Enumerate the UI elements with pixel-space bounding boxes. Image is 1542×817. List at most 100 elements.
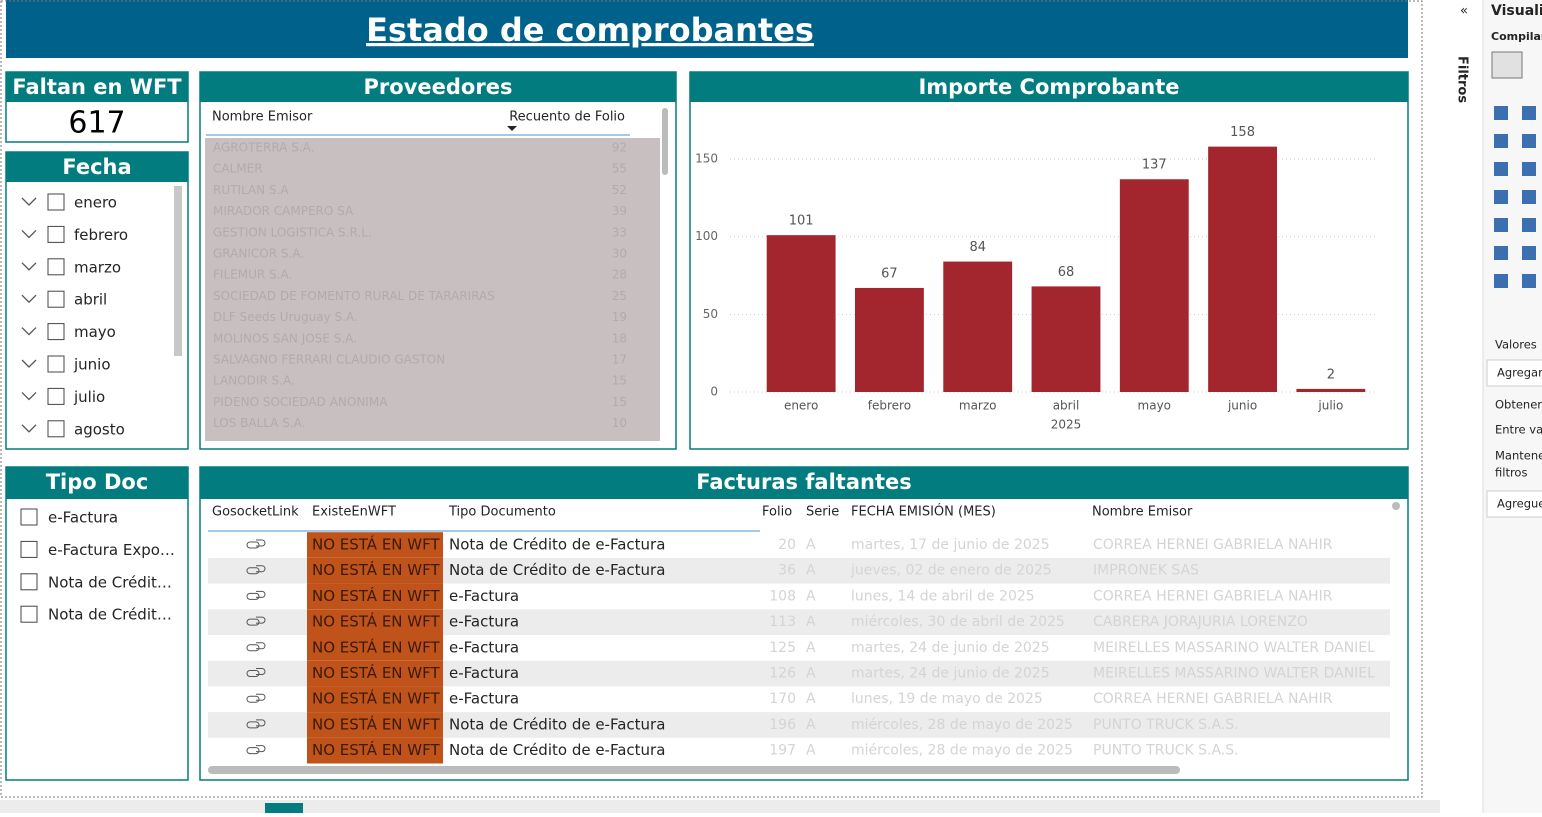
- build-icon[interactable]: [1491, 51, 1523, 79]
- bar[interactable]: [1119, 179, 1189, 392]
- cell[interactable]: AGROTERRA S.A.: [213, 141, 314, 155]
- chevron[interactable]: [21, 424, 37, 433]
- cell[interactable]: 52: [612, 183, 627, 197]
- cell[interactable]: 28: [612, 268, 627, 282]
- cell[interactable]: DLF Seeds Uruguay S.A.: [213, 310, 358, 324]
- bar[interactable]: [1296, 388, 1366, 392]
- panel-tab[interactable]: Compilar: [1491, 30, 1542, 43]
- cell[interactable]: RUTILAN S.A: [213, 183, 289, 197]
- chevron[interactable]: [21, 197, 37, 206]
- cell: NO ESTÁ EN WFT: [312, 689, 440, 708]
- chevron[interactable]: [21, 359, 37, 368]
- cell[interactable]: GESTION LOGISTICA S.R.L.: [213, 225, 372, 239]
- cell[interactable]: MOLINOS SAN JOSE S.A.: [213, 331, 357, 345]
- slicer-item[interactable]: Nota de Crédit…: [48, 606, 172, 624]
- chevron[interactable]: [21, 229, 37, 239]
- scrollbar[interactable]: [208, 766, 1180, 774]
- cell[interactable]: 19: [612, 310, 627, 324]
- slicer-item[interactable]: abril: [74, 291, 107, 309]
- cell[interactable]: FILEMUR S.A.: [213, 268, 292, 282]
- cell[interactable]: SOCIEDAD DE FOMENTO RURAL DE TARARIRAS: [213, 289, 495, 303]
- cell[interactable]: CALMER: [213, 162, 263, 176]
- cell[interactable]: 18: [612, 331, 627, 345]
- column-header[interactable]: ExisteEnWFT: [312, 505, 396, 520]
- cell[interactable]: SALVAGNO FERRARI CLAUDIO GASTON: [213, 353, 445, 367]
- field-well[interactable]: [1486, 490, 1542, 518]
- bar[interactable]: [943, 261, 1013, 392]
- slicer-item[interactable]: junio: [73, 356, 111, 374]
- slicer-title: Fecha: [62, 155, 131, 179]
- column-header[interactable]: GosocketLink: [212, 505, 299, 520]
- cell: A: [806, 666, 816, 682]
- slicer-item[interactable]: enero: [74, 194, 117, 212]
- checkbox[interactable]: [47, 290, 65, 308]
- status-cell: [307, 532, 443, 558]
- slicer-item[interactable]: febrero: [74, 226, 128, 244]
- checkbox[interactable]: [47, 387, 65, 405]
- slicer-item[interactable]: e-Factura: [48, 509, 118, 527]
- cell[interactable]: 17: [612, 353, 627, 367]
- checkbox[interactable]: [47, 420, 65, 438]
- checkbox[interactable]: [47, 225, 65, 243]
- checkbox[interactable]: [20, 540, 38, 558]
- slicer-item[interactable]: marzo: [74, 258, 121, 276]
- checkbox[interactable]: [47, 193, 65, 211]
- column-header[interactable]: Recuento de Folio: [509, 110, 625, 125]
- column-header[interactable]: FECHA EMISIÓN (MES): [851, 504, 996, 520]
- cell[interactable]: MIRADOR CAMPERO SA: [213, 204, 354, 218]
- cell[interactable]: GRANICOR S.A.: [213, 247, 304, 261]
- chevron[interactable]: [21, 262, 37, 271]
- column-header[interactable]: Tipo Documento: [448, 505, 556, 520]
- cell[interactable]: 30: [612, 247, 627, 261]
- checkbox[interactable]: [20, 508, 38, 526]
- link-icon[interactable]: [246, 565, 266, 575]
- bar[interactable]: [766, 235, 836, 392]
- cell[interactable]: 10: [612, 416, 627, 430]
- cell[interactable]: 55: [612, 162, 627, 176]
- bar[interactable]: [1031, 286, 1101, 392]
- checkbox[interactable]: [47, 258, 65, 276]
- cell[interactable]: 39: [612, 204, 627, 218]
- link-icon[interactable]: [246, 693, 266, 703]
- cell[interactable]: 92: [612, 141, 627, 155]
- column-header[interactable]: Nombre Emisor: [212, 110, 313, 125]
- cell[interactable]: 15: [612, 395, 627, 409]
- link-icon[interactable]: [246, 745, 266, 755]
- link-icon[interactable]: [246, 616, 266, 626]
- chevron[interactable]: [21, 294, 37, 304]
- cell[interactable]: PIDENO SOCIEDAD ANONIMA: [213, 395, 388, 409]
- slicer-item[interactable]: julio: [73, 388, 105, 406]
- field-well[interactable]: [1486, 359, 1542, 387]
- checkbox[interactable]: [47, 355, 65, 373]
- slicer-item[interactable]: agosto: [74, 420, 125, 438]
- cell[interactable]: 33: [612, 225, 627, 239]
- filters-tab[interactable]: Filtros: [1455, 56, 1470, 103]
- chevron[interactable]: [21, 327, 37, 336]
- link-icon[interactable]: [246, 719, 266, 729]
- column-header[interactable]: Folio: [762, 505, 792, 520]
- cell[interactable]: LOS BALLA S.A.: [213, 416, 306, 430]
- bar[interactable]: [854, 287, 924, 392]
- bar[interactable]: [1208, 146, 1278, 392]
- slicer-item[interactable]: Nota de Crédit…: [48, 573, 172, 591]
- active-tab[interactable]: [265, 803, 303, 813]
- column-header[interactable]: Serie: [806, 505, 839, 520]
- link-icon[interactable]: [246, 539, 266, 549]
- slicer-item[interactable]: e-Factura Expo…: [48, 541, 175, 559]
- checkbox[interactable]: [20, 573, 38, 591]
- link-icon[interactable]: [246, 668, 266, 677]
- chevron[interactable]: [21, 391, 37, 401]
- visual-icons[interactable]: [1494, 106, 1536, 288]
- link-icon[interactable]: [246, 590, 266, 600]
- y-tick-label: 150: [695, 152, 718, 166]
- cell[interactable]: 15: [612, 374, 627, 388]
- cell[interactable]: 25: [612, 289, 627, 303]
- x-tick-label: febrero: [868, 399, 911, 413]
- collapse-icon[interactable]: «: [1460, 4, 1468, 19]
- link-icon[interactable]: [246, 642, 266, 652]
- cell[interactable]: LANODIR S.A.: [213, 374, 295, 388]
- checkbox[interactable]: [47, 323, 65, 341]
- checkbox[interactable]: [20, 605, 38, 623]
- slicer-item[interactable]: mayo: [74, 323, 116, 341]
- column-header[interactable]: Nombre Emisor: [1092, 505, 1193, 520]
